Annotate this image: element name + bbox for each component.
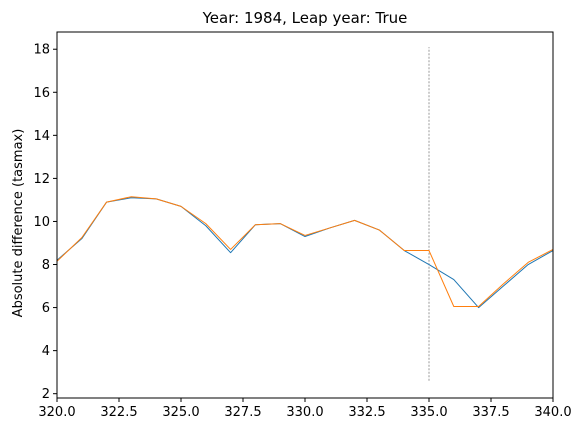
x-tick-label: 340.0 xyxy=(534,405,571,420)
x-tick-label: 332.5 xyxy=(348,405,385,420)
series-layer xyxy=(56,47,554,381)
x-tick-label: 335.0 xyxy=(410,405,447,420)
x-tick-label: 337.5 xyxy=(472,405,509,420)
y-tick-label: 4 xyxy=(42,344,50,359)
y-tick-label: 12 xyxy=(33,172,50,187)
y-tick-label: 14 xyxy=(33,129,50,144)
x-tick-label: 330.0 xyxy=(286,405,323,420)
y-tick-label: 10 xyxy=(33,215,50,230)
y-tick-label: 6 xyxy=(42,301,50,316)
y-tick-label: 8 xyxy=(42,258,50,273)
x-tick-label: 320.0 xyxy=(38,405,75,420)
y-tick-label: 2 xyxy=(42,387,50,402)
x-tick-label: 325.0 xyxy=(162,405,199,420)
plot-frame xyxy=(56,31,554,399)
series-line-1 xyxy=(56,197,554,309)
x-axis: 320.0 322.5 325.0 327.5 330.0 332.5 335.0 337.5… xyxy=(38,398,572,420)
y-axis-label: Absolute difference (tasmax) xyxy=(11,129,26,318)
y-axis: 2 4 6 8 10 12 14 16 18 xyxy=(33,43,57,402)
series-line-2 xyxy=(56,196,554,307)
y-tick-label: 16 xyxy=(33,86,50,101)
chart-title: Year: 1984, Leap year: True xyxy=(202,9,408,27)
x-tick-label: 327.5 xyxy=(224,405,261,420)
x-tick-label: 322.5 xyxy=(100,405,137,420)
y-tick-label: 18 xyxy=(33,43,50,58)
